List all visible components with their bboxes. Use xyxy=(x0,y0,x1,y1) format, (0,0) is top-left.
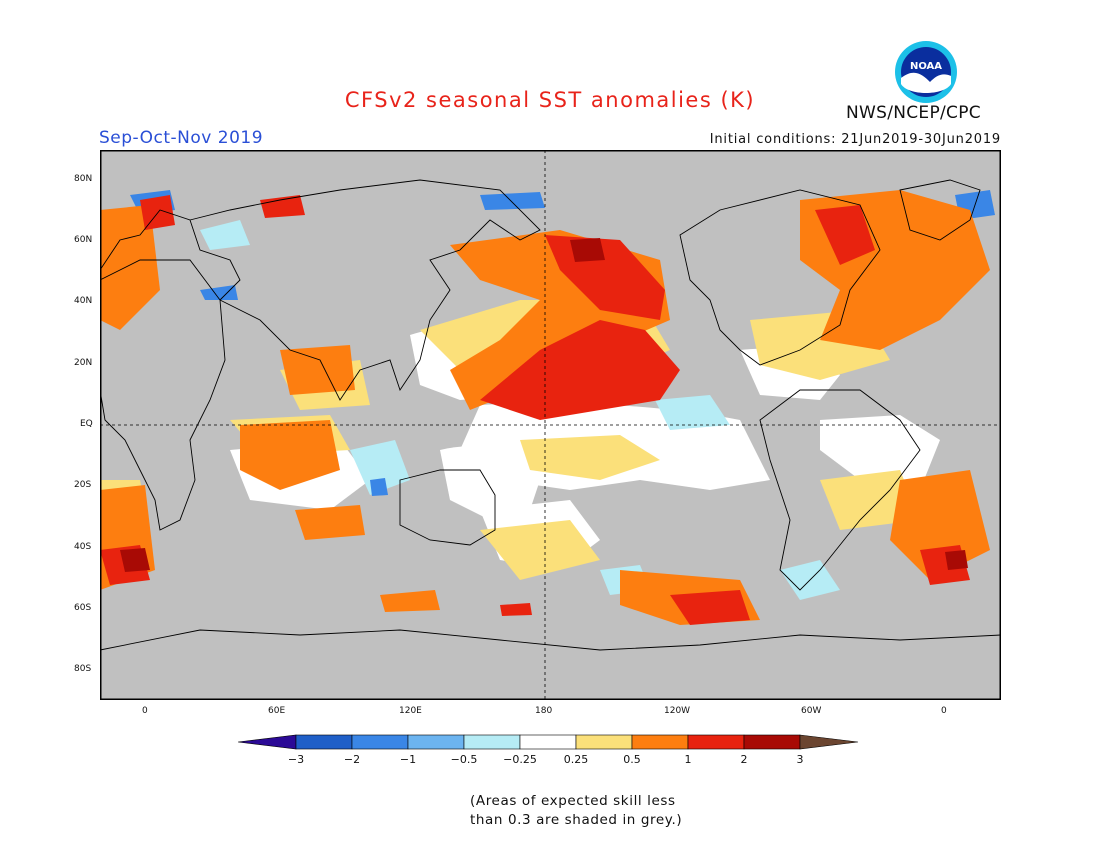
agency-label: NWS/NCEP/CPC xyxy=(846,103,981,123)
colorbar-swatches xyxy=(238,734,859,750)
colorbar-swatch--0.5_-0.25 xyxy=(463,734,521,750)
very-strong-positive-regions xyxy=(120,238,968,572)
colorbar-label: 1 xyxy=(685,753,692,766)
asia-outline xyxy=(189,179,541,401)
antarctica-outline xyxy=(100,629,1001,651)
lon-tick-60w: 60W xyxy=(801,706,822,716)
greenland-outline xyxy=(899,179,981,241)
colorbar-label: 3 xyxy=(797,753,804,766)
map-frame xyxy=(100,150,1001,700)
colorbar-label: 0.25 xyxy=(564,753,589,766)
colorbar-swatch-0.5_1 xyxy=(631,734,689,750)
lat-tick-60s: 60S xyxy=(74,603,92,613)
lat-tick-eq: EQ xyxy=(80,419,93,429)
colorbar-swatch-1_2 xyxy=(687,734,745,750)
lat-tick-40n: 40N xyxy=(74,296,93,306)
lon-tick-120w: 120W xyxy=(664,706,691,716)
colorbar-label: −2 xyxy=(344,753,360,766)
skill-note-line-1: (Areas of expected skill less xyxy=(470,793,676,809)
lon-tick-60e: 60E xyxy=(268,706,286,716)
colorbar-label: 2 xyxy=(741,753,748,766)
colorbar-label: −1 xyxy=(400,753,416,766)
initial-conditions: Initial conditions: 21Jun2019-30Jun2019 xyxy=(709,132,1001,147)
colorbar-swatch-0.25_0.5 xyxy=(575,734,633,750)
colorbar-label: −0.5 xyxy=(451,753,478,766)
chart-title: CFSv2 seasonal SST anomalies (K) xyxy=(344,88,756,112)
logo-text: NOAA xyxy=(910,61,942,72)
lat-tick-20s: 20S xyxy=(74,480,92,490)
lon-tick-120e: 120E xyxy=(399,706,422,716)
colorbar: −3 −2 −1 −0.5 −0.25 0.25 0.5 1 2 3 xyxy=(238,734,859,766)
lat-tick-20n: 20N xyxy=(74,358,93,368)
skill-note: (Areas of expected skill less than 0.3 a… xyxy=(470,792,730,830)
colorbar-swatch-2_3 xyxy=(743,734,801,750)
lat-tick-80n: 80N xyxy=(74,174,93,184)
lat-tick-40s: 40S xyxy=(74,542,92,552)
north-america-outline xyxy=(679,189,881,366)
coastlines xyxy=(100,179,1001,651)
colorbar-labels: −3 −2 −1 −0.5 −0.25 0.25 0.5 1 2 3 xyxy=(288,753,804,766)
noaa-logo-icon: NOAA xyxy=(895,41,957,103)
colorbar-label: −3 xyxy=(288,753,304,766)
colorbar-high-extend xyxy=(799,734,859,750)
colorbar-swatch--3_-2 xyxy=(295,734,353,750)
australia-outline xyxy=(399,469,496,546)
reference-lines xyxy=(100,150,1001,700)
season-label: Sep-Oct-Nov 2019 xyxy=(99,128,264,148)
strong-positive-regions xyxy=(100,195,970,625)
lat-tick-60n: 60N xyxy=(74,235,93,245)
colorbar-swatch--1_-0.5 xyxy=(407,734,465,750)
colorbar-label: 0.5 xyxy=(623,753,641,766)
colorbar-swatch--0.25_0.25 xyxy=(519,734,577,750)
africa-outline xyxy=(100,259,226,531)
lon-tick-0-right: 0 xyxy=(941,706,947,716)
lon-tick-0-left: 0 xyxy=(142,706,148,716)
south-america-outline xyxy=(759,389,921,591)
colorbar-swatch--2_-1 xyxy=(351,734,409,750)
lat-tick-80s: 80S xyxy=(74,664,92,674)
lon-tick-180: 180 xyxy=(535,706,553,716)
colorbar-label: −0.25 xyxy=(503,753,537,766)
sst-anomaly-map xyxy=(100,150,1001,700)
skill-note-line-2: than 0.3 are shaded in grey.) xyxy=(470,812,683,828)
colorbar-low-extend xyxy=(238,734,297,750)
